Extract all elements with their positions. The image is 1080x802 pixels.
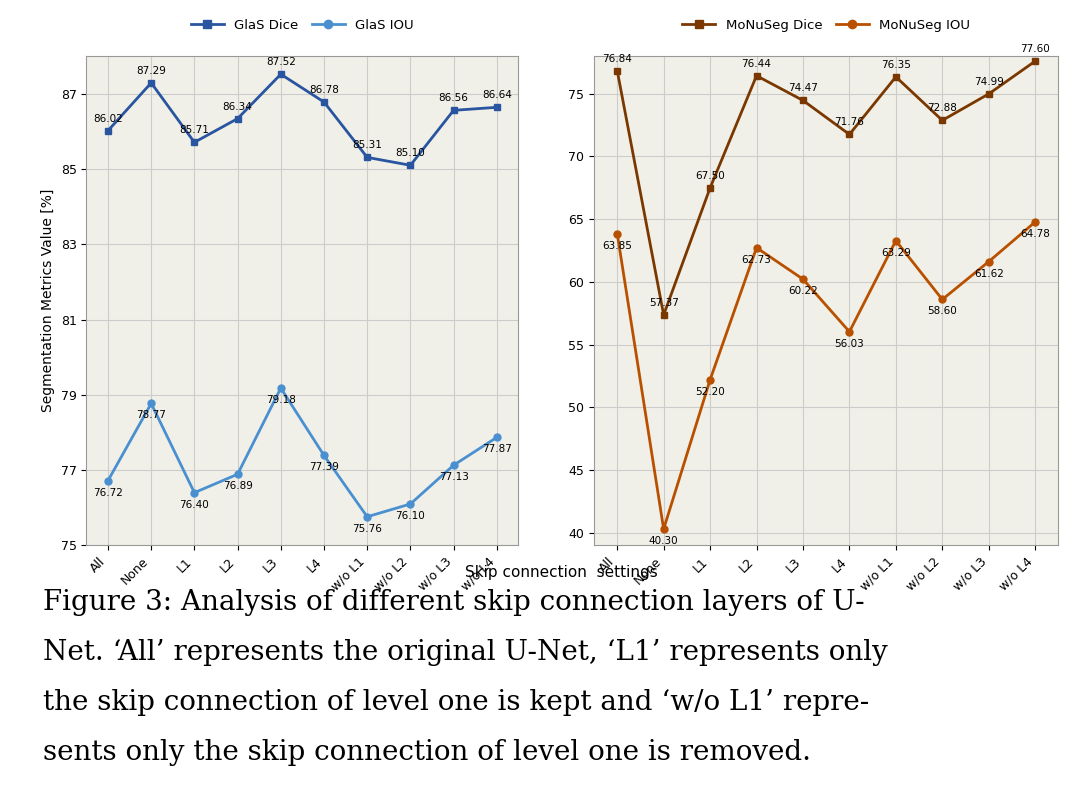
Text: the skip connection of level one is kept and ‘w/o L1’ repre-: the skip connection of level one is kept… (43, 689, 869, 716)
Text: 85.10: 85.10 (395, 148, 426, 158)
Text: 76.72: 76.72 (93, 488, 123, 497)
Y-axis label: Segmentation Metrics Value [%]: Segmentation Metrics Value [%] (41, 189, 55, 412)
Text: 77.13: 77.13 (438, 472, 469, 482)
Text: 74.99: 74.99 (974, 77, 1003, 87)
Text: 74.47: 74.47 (788, 83, 818, 94)
Text: 87.52: 87.52 (266, 57, 296, 67)
Text: 79.18: 79.18 (266, 395, 296, 405)
Legend: GlaS Dice, GlaS IOU: GlaS Dice, GlaS IOU (186, 14, 419, 38)
Text: 56.03: 56.03 (835, 338, 864, 349)
Text: Figure 3: Analysis of different skip connection layers of U-: Figure 3: Analysis of different skip con… (43, 589, 865, 617)
Text: 86.34: 86.34 (222, 102, 253, 111)
Text: Net. ‘All’ represents the original U-Net, ‘L1’ represents only: Net. ‘All’ represents the original U-Net… (43, 639, 888, 666)
Text: sents only the skip connection of level one is removed.: sents only the skip connection of level … (43, 739, 811, 766)
Text: 71.76: 71.76 (835, 117, 864, 128)
Text: 61.62: 61.62 (974, 269, 1003, 278)
Text: 76.10: 76.10 (395, 511, 426, 521)
Text: 76.89: 76.89 (222, 481, 253, 491)
Text: 86.64: 86.64 (482, 91, 512, 100)
Text: 72.88: 72.88 (928, 103, 957, 113)
Text: 58.60: 58.60 (928, 306, 957, 317)
Text: 63.85: 63.85 (603, 241, 632, 250)
Text: 76.35: 76.35 (881, 60, 910, 70)
Text: 86.56: 86.56 (438, 93, 469, 103)
Text: 77.87: 77.87 (482, 444, 512, 454)
Text: 60.22: 60.22 (788, 286, 818, 296)
Text: 78.77: 78.77 (136, 411, 166, 420)
Text: 85.31: 85.31 (352, 140, 382, 151)
Legend: MoNuSeg Dice, MoNuSeg IOU: MoNuSeg Dice, MoNuSeg IOU (677, 14, 975, 38)
Text: 63.29: 63.29 (881, 248, 910, 257)
Text: 77.39: 77.39 (309, 463, 339, 472)
Text: 64.78: 64.78 (1021, 229, 1050, 239)
Text: 76.84: 76.84 (603, 54, 632, 63)
Text: 52.20: 52.20 (696, 387, 725, 397)
Text: 87.29: 87.29 (136, 66, 166, 76)
Text: 76.40: 76.40 (179, 500, 210, 509)
Text: 86.02: 86.02 (93, 114, 123, 124)
Text: 67.50: 67.50 (696, 171, 725, 181)
Text: 40.30: 40.30 (649, 536, 678, 546)
Text: 86.78: 86.78 (309, 85, 339, 95)
Text: 76.44: 76.44 (742, 59, 771, 69)
Text: 57.37: 57.37 (649, 298, 678, 308)
Text: 77.60: 77.60 (1021, 44, 1050, 55)
Text: Skip connection  settings: Skip connection settings (465, 565, 658, 581)
Text: 85.71: 85.71 (179, 125, 210, 136)
Text: 75.76: 75.76 (352, 524, 382, 533)
Text: 62.73: 62.73 (742, 254, 771, 265)
